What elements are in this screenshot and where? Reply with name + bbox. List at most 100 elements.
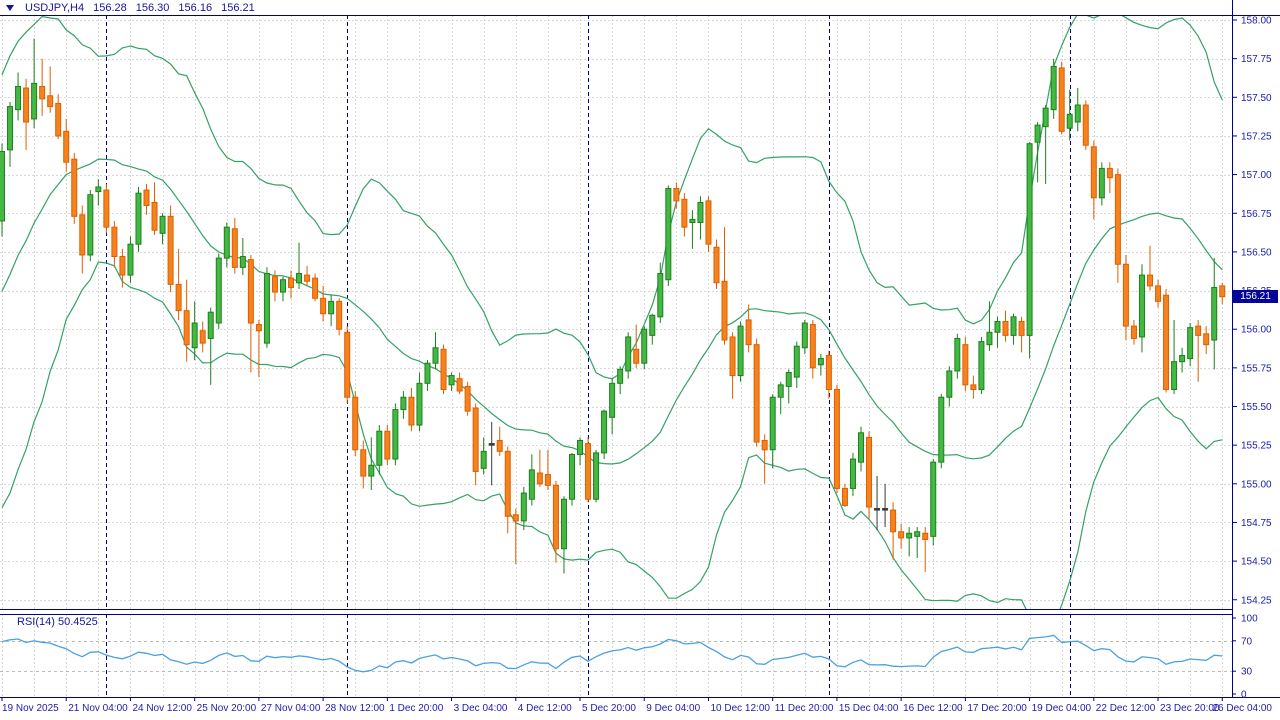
candle-body — [1179, 354, 1186, 363]
rsi-axis-label: 0 — [1241, 690, 1247, 701]
candle-body — [825, 354, 832, 390]
candle-body — [456, 378, 463, 392]
candle-body — [1122, 263, 1129, 327]
candle — [665, 185, 672, 286]
candle-body — [1195, 325, 1202, 336]
candle-body — [922, 532, 929, 540]
candle — [882, 483, 889, 528]
candle-body — [898, 531, 905, 539]
price-axis-label: 158.00 — [1241, 16, 1272, 27]
candle-body — [1026, 143, 1033, 336]
candle-body — [320, 297, 327, 315]
rsi-axis-label: 70 — [1241, 636, 1253, 647]
candle — [721, 227, 728, 345]
candle-body — [1082, 104, 1089, 146]
candle — [440, 344, 447, 395]
candle-body — [7, 106, 14, 151]
candle — [994, 316, 1001, 348]
candle-body — [1211, 286, 1218, 341]
candle — [223, 222, 230, 268]
candle-body — [39, 85, 46, 100]
candle-body — [135, 192, 142, 245]
candle-body — [408, 396, 415, 426]
candle-body — [368, 464, 375, 477]
candle — [0, 143, 5, 237]
candle — [408, 387, 415, 432]
candle — [119, 248, 126, 288]
candle-body — [15, 85, 22, 111]
candle — [890, 502, 897, 560]
candle-body — [464, 385, 471, 412]
candle — [617, 366, 624, 395]
candle — [1203, 326, 1210, 354]
candle — [496, 426, 503, 456]
candle-body — [962, 344, 969, 386]
candle — [344, 326, 351, 404]
price-axis-label: 154.50 — [1241, 557, 1272, 568]
candle-body — [183, 310, 190, 346]
candle — [930, 459, 937, 546]
price-axis-label: 157.25 — [1241, 131, 1272, 142]
candle-body — [938, 396, 945, 463]
candle — [15, 72, 22, 121]
time-axis-label: 9 Dec 04:00 — [646, 703, 700, 714]
candle-body — [1018, 320, 1025, 336]
candle-body — [721, 280, 728, 341]
candle — [79, 205, 86, 274]
candle — [424, 360, 431, 392]
candle — [464, 381, 471, 416]
candle-body — [279, 279, 286, 293]
candle — [568, 452, 575, 506]
time-axis[interactable]: 19 Nov 2025 21 Nov 04:00 24 Nov 12:00 25 No… — [1, 698, 1273, 714]
candle — [946, 366, 953, 407]
candle-body — [0, 150, 5, 222]
price-axis-label: 154.25 — [1241, 595, 1272, 606]
ohlc-low: 156.16 — [178, 1, 213, 14]
candle-body — [440, 348, 447, 390]
candle — [480, 437, 487, 475]
candle-body — [849, 458, 856, 489]
candle-body — [793, 345, 800, 378]
candle — [384, 425, 391, 466]
candle — [55, 94, 62, 140]
candle — [199, 321, 206, 353]
candle-body — [713, 246, 720, 284]
candle — [1058, 61, 1065, 135]
symbol-dropdown-icon[interactable] — [6, 4, 14, 11]
candle — [231, 217, 238, 274]
candle — [560, 496, 567, 574]
candle-body — [890, 509, 897, 533]
candle-body — [874, 508, 881, 511]
candles[interactable] — [0, 38, 1226, 574]
candle-body — [914, 531, 921, 537]
candle — [593, 449, 600, 503]
candle-body — [239, 256, 246, 268]
candle-body — [247, 259, 254, 324]
candle-body — [1155, 285, 1162, 302]
candle — [793, 341, 800, 388]
grid-lines — [0, 15, 1232, 697]
candle-body — [79, 214, 86, 256]
price-axis-label: 155.75 — [1241, 363, 1272, 374]
candle-body — [328, 300, 335, 315]
candle-body — [1171, 361, 1178, 390]
candle-body — [609, 382, 616, 418]
candle — [609, 378, 616, 435]
candle — [552, 480, 559, 563]
candle-body — [970, 384, 977, 390]
candle-body — [119, 256, 126, 276]
candle — [127, 236, 134, 283]
candle — [1042, 105, 1049, 184]
candle — [1171, 319, 1178, 395]
price-axis[interactable]: 158.00 157.75 157.50 157.25 157.00 156.75 156.… — [1232, 16, 1272, 607]
candle-body — [841, 487, 848, 506]
time-axis-label: 26 Dec 04:00 — [1213, 703, 1273, 714]
candle-body — [304, 274, 311, 282]
time-axis-label: 16 Dec 12:00 — [903, 703, 963, 714]
candle — [697, 196, 704, 240]
time-axis-label: 28 Nov 12:00 — [325, 703, 385, 714]
candle-body — [512, 514, 519, 522]
candle-body — [263, 273, 270, 344]
rsi-axis[interactable]: 100 70 30 0 — [1232, 614, 1258, 701]
